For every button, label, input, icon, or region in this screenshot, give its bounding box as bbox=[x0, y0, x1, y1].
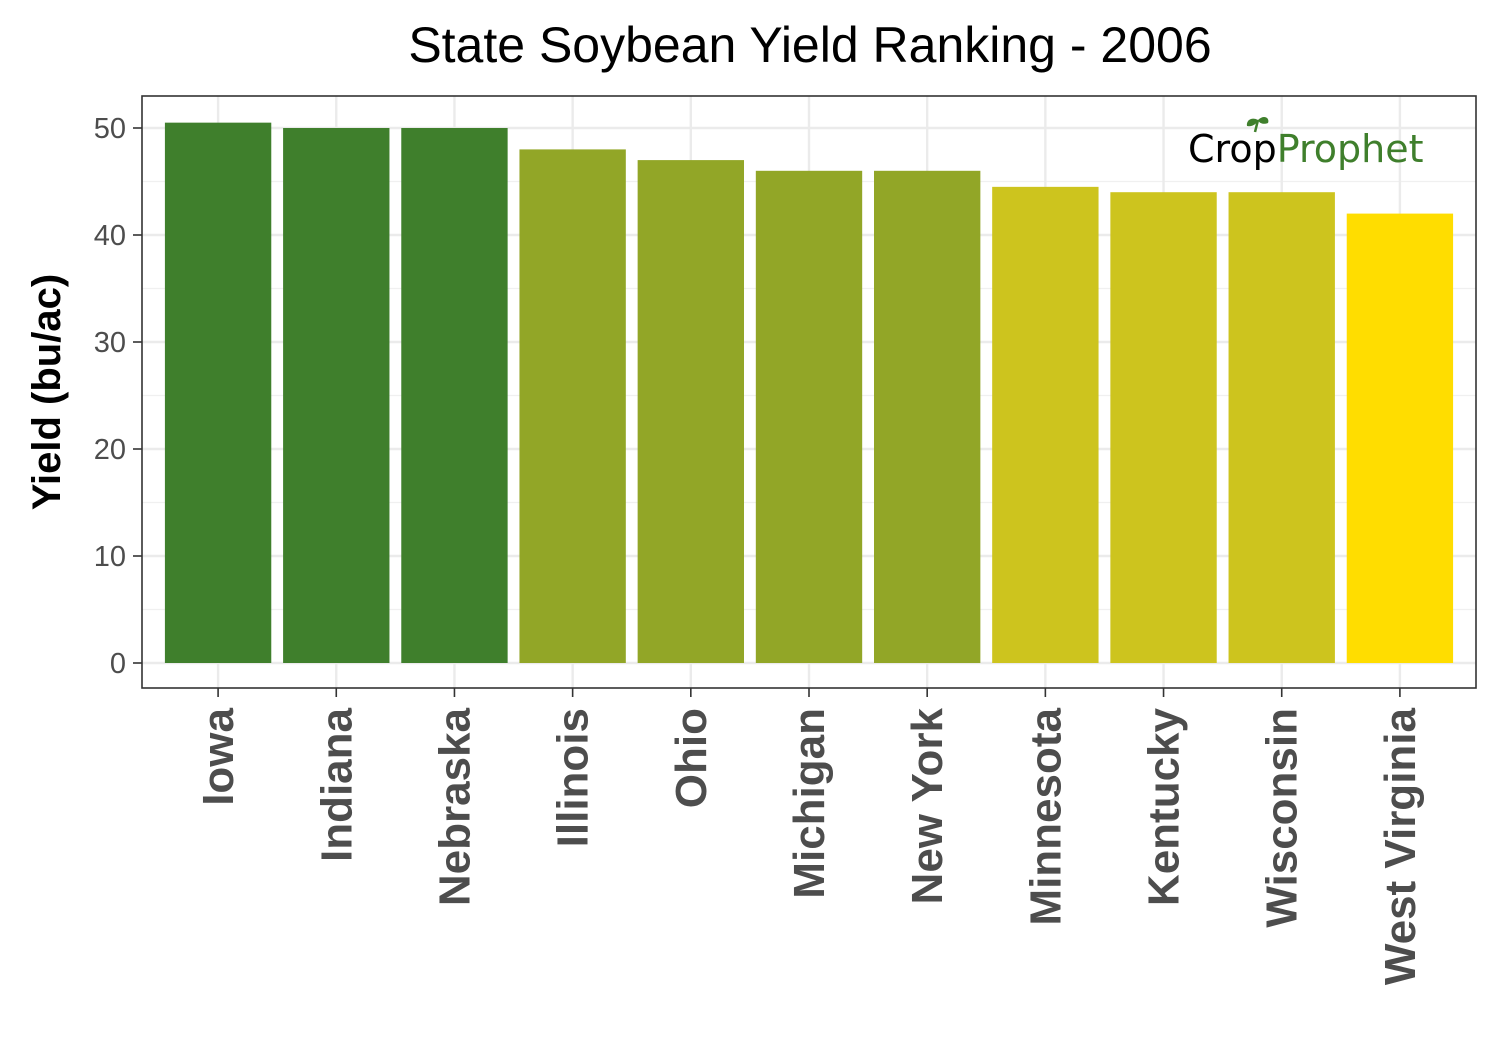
sprout-icon bbox=[1246, 116, 1269, 133]
bars bbox=[164, 122, 1454, 664]
bar-iowa bbox=[164, 122, 272, 663]
y-tick-label: 40 bbox=[94, 220, 126, 252]
x-tick-label: Michigan bbox=[785, 708, 834, 899]
x-tick-label: Illinois bbox=[549, 708, 598, 847]
y-axis-label: Yield (bu/ac) bbox=[25, 274, 69, 510]
y-tick-label: 0 bbox=[110, 648, 126, 680]
bar-wisconsin bbox=[1228, 192, 1335, 663]
x-tick-label: West Virginia bbox=[1376, 707, 1425, 985]
y-tick-label: 30 bbox=[94, 327, 126, 359]
x-tick-label: Iowa bbox=[194, 707, 243, 805]
x-tick-label: Kentucky bbox=[1140, 707, 1189, 906]
logo-text-crop: Crop bbox=[1188, 127, 1277, 171]
bar-minnesota bbox=[992, 186, 1099, 663]
y-tick-label: 10 bbox=[94, 541, 126, 573]
bar-indiana bbox=[283, 128, 390, 663]
x-tick-label: Minnesota bbox=[1021, 707, 1070, 925]
bar-ohio bbox=[637, 160, 744, 663]
x-tick-label: New York bbox=[903, 707, 952, 904]
chart-title: State Soybean Yield Ranking - 2006 bbox=[408, 17, 1211, 73]
bar-nebraska bbox=[401, 128, 508, 663]
bar-illinois bbox=[519, 149, 626, 663]
bar-kentucky bbox=[1110, 192, 1217, 663]
logo-text-prophet: Prophet bbox=[1277, 127, 1424, 171]
y-tick-label: 50 bbox=[94, 113, 126, 145]
x-tick-label: Ohio bbox=[667, 708, 716, 808]
x-tick-label: Wisconsin bbox=[1258, 708, 1307, 928]
svg-text:CropProphet: CropProphet bbox=[1188, 127, 1423, 171]
x-tick-label: Indiana bbox=[312, 707, 361, 862]
x-tick-label: Nebraska bbox=[430, 707, 479, 906]
crop-prophet-logo: CropProphet bbox=[1188, 116, 1423, 171]
bar-new-york bbox=[874, 170, 981, 664]
y-axis: 0 10 20 30 40 50 bbox=[94, 113, 142, 680]
bar-michigan bbox=[755, 170, 863, 664]
x-axis: Iowa Indiana Nebraska Illinois Ohio Michigan N… bbox=[194, 688, 1425, 985]
bar-west-virginia bbox=[1346, 213, 1454, 663]
y-tick-label: 20 bbox=[94, 434, 126, 466]
